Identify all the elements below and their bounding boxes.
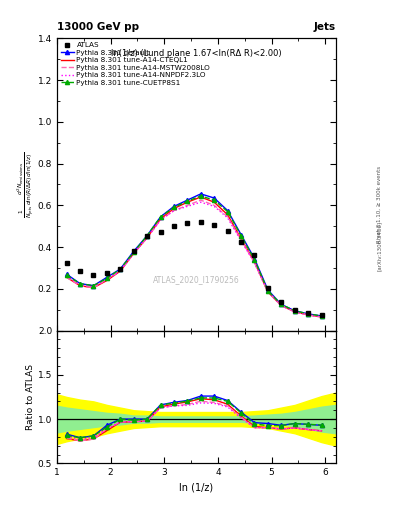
Text: 13000 GeV pp: 13000 GeV pp [57, 22, 139, 32]
Y-axis label: $\frac{1}{N_\mathrm{jets}}\frac{d^2 N_\mathrm{emissions}}{d\ln(R/\Delta R)\,d\ln: $\frac{1}{N_\mathrm{jets}}\frac{d^2 N_\m… [16, 152, 37, 218]
Text: Jets: Jets [314, 22, 336, 32]
Text: ln(1/z) (Lund plane 1.67<ln(RΔ R)<2.00): ln(1/z) (Lund plane 1.67<ln(RΔ R)<2.00) [111, 49, 282, 58]
Y-axis label: Ratio to ATLAS: Ratio to ATLAS [26, 364, 35, 430]
Text: [arXiv:1306.3436]: [arXiv:1306.3436] [377, 221, 382, 271]
X-axis label: ln (1/z): ln (1/z) [180, 483, 213, 493]
Legend: ATLAS, Pythia 8.301 default, Pythia 8.301 tune-A14-CTEQL1, Pythia 8.301 tune-A14: ATLAS, Pythia 8.301 default, Pythia 8.30… [59, 40, 212, 87]
Text: ATLAS_2020_I1790256: ATLAS_2020_I1790256 [153, 275, 240, 284]
Text: Rivet 3.1.10, ≥ 300k events: Rivet 3.1.10, ≥ 300k events [377, 166, 382, 243]
